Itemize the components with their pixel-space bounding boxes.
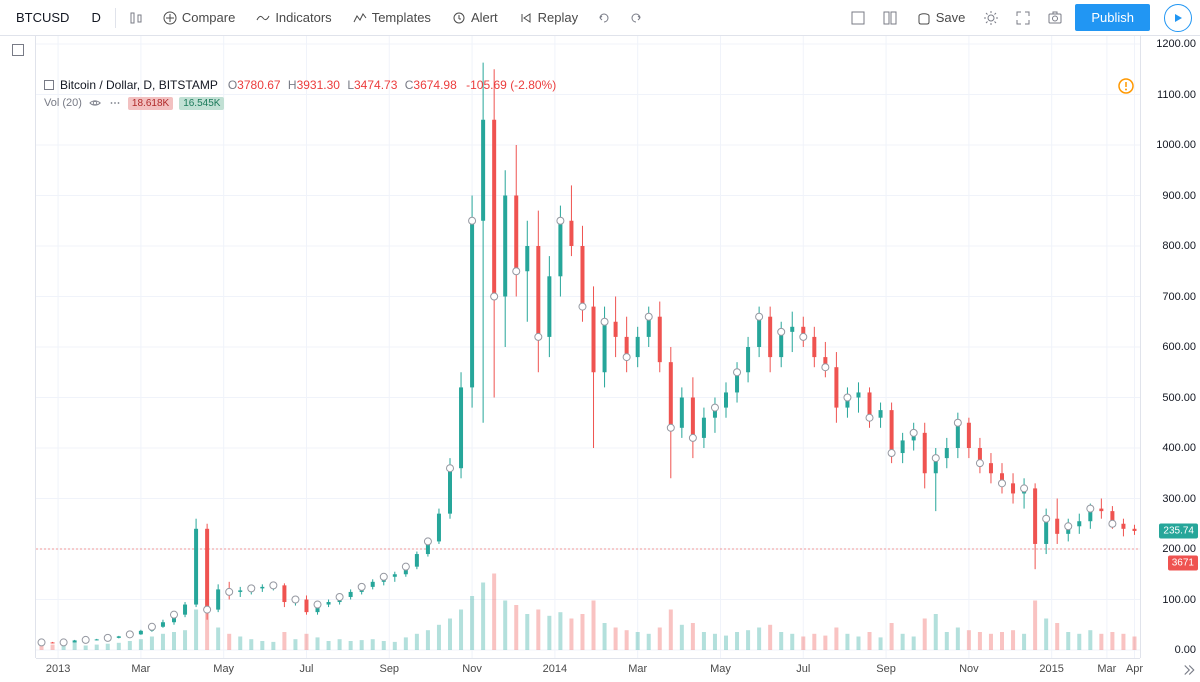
templates-label: Templates xyxy=(372,10,431,25)
xaxis-tick: Mar xyxy=(131,663,150,675)
undo-icon[interactable] xyxy=(592,6,616,30)
vol-value-2: 16.545K xyxy=(179,97,224,110)
xaxis-tick: Mar xyxy=(628,663,647,675)
chart-canvas[interactable] xyxy=(36,36,1140,658)
alert-button[interactable]: Alert xyxy=(445,6,504,30)
legend-title: Bitcoin / Dollar, D, BITSTAMP xyxy=(60,78,218,92)
yaxis-tick: 800.00 xyxy=(1162,240,1196,252)
fullscreen-icon[interactable] xyxy=(1011,6,1035,30)
publish-button[interactable]: Publish xyxy=(1075,4,1150,31)
indicators-button[interactable]: Indicators xyxy=(249,6,337,30)
time-axis[interactable]: 2013 Mar May Jul Sep Nov 2014 Mar May Jul Sep Nov 20… xyxy=(36,658,1140,682)
compare-button[interactable]: Compare xyxy=(156,6,241,30)
xaxis-tick: 2013 xyxy=(46,663,70,675)
yaxis-tick: 700.00 xyxy=(1162,291,1196,303)
xaxis-tick: Nov xyxy=(462,663,482,675)
xaxis-tick: 2014 xyxy=(543,663,567,675)
xaxis-tick: Nov xyxy=(959,663,979,675)
play-button[interactable] xyxy=(1164,4,1192,32)
alert-indicator-icon[interactable] xyxy=(1118,78,1134,94)
timeframe-label[interactable]: D xyxy=(85,6,106,29)
yaxis-tick: 100.00 xyxy=(1162,594,1196,606)
settings-icon[interactable] xyxy=(979,6,1003,30)
yaxis-tick: 200.00 xyxy=(1162,543,1196,555)
yaxis-tick: 500.00 xyxy=(1162,392,1196,404)
yaxis-tick: 1100.00 xyxy=(1157,89,1196,101)
chart-legend: Bitcoin / Dollar, D, BITSTAMP O3780.67 H… xyxy=(44,78,556,110)
yaxis-tick: 900.00 xyxy=(1162,190,1196,202)
replay-button[interactable]: Replay xyxy=(512,6,584,30)
snapshot-icon[interactable] xyxy=(1043,6,1067,30)
yaxis-tick: 0.00 xyxy=(1175,644,1196,656)
xaxis-tick: Apr xyxy=(1126,663,1143,675)
yaxis-tick: 1200.00 xyxy=(1156,38,1196,50)
legend-toggle-icon[interactable] xyxy=(44,80,54,90)
indicators-label: Indicators xyxy=(275,10,331,25)
xaxis-tick: Jul xyxy=(299,663,313,675)
xaxis-tick: May xyxy=(213,663,234,675)
symbol-label[interactable]: BTCUSD xyxy=(8,6,77,29)
xaxis-tick: Sep xyxy=(876,663,896,675)
xaxis-tick: 2015 xyxy=(1039,663,1063,675)
yaxis-tick: 400.00 xyxy=(1162,442,1196,454)
eye-icon[interactable] xyxy=(88,96,102,110)
vol-value-1: 18.618K xyxy=(128,97,173,110)
layout-single-icon[interactable] xyxy=(846,6,870,30)
xaxis-tick: Mar xyxy=(1097,663,1116,675)
ref-price-tag: 3671 xyxy=(1168,556,1198,571)
legend-ohlc: O3780.67 H3931.30 L3474.73 C3674.98 -105… xyxy=(224,78,556,92)
yaxis-tick: 300.00 xyxy=(1162,493,1196,505)
price-axis[interactable]: 0.00 100.00 200.00 300.00 400.00 500.00 600.00… xyxy=(1140,36,1200,658)
layout-options-icon[interactable] xyxy=(878,6,902,30)
candles-icon[interactable] xyxy=(124,6,148,30)
last-price-tag: 235.74 xyxy=(1159,523,1198,538)
more-icon[interactable] xyxy=(108,96,122,110)
xaxis-tick: May xyxy=(710,663,731,675)
separator xyxy=(115,8,116,28)
templates-button[interactable]: Templates xyxy=(346,6,437,30)
save-button[interactable]: Save xyxy=(910,6,972,30)
xaxis-tick: Sep xyxy=(379,663,399,675)
replay-label: Replay xyxy=(538,10,578,25)
chart-container: Bitcoin / Dollar, D, BITSTAMP O3780.67 H… xyxy=(0,36,1200,682)
yaxis-tick: 1000.00 xyxy=(1156,139,1196,151)
yaxis-tick: 600.00 xyxy=(1162,341,1196,353)
left-gutter xyxy=(0,36,36,658)
save-label: Save xyxy=(936,10,966,25)
alert-label: Alert xyxy=(471,10,498,25)
compare-label: Compare xyxy=(182,10,235,25)
goto-date-icon[interactable] xyxy=(1178,661,1196,682)
toolbar: BTCUSD D Compare Indicators Templates Al… xyxy=(0,0,1200,36)
redo-icon[interactable] xyxy=(624,6,648,30)
xaxis-tick: Jul xyxy=(796,663,810,675)
panel-toggle-icon[interactable] xyxy=(12,44,24,56)
volume-label: Vol (20) xyxy=(44,97,82,109)
